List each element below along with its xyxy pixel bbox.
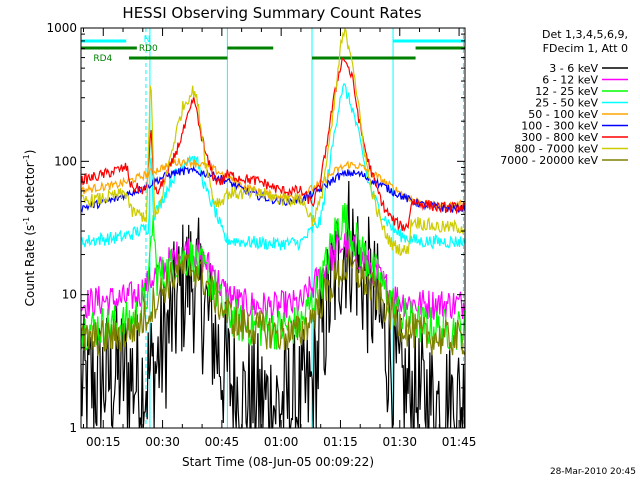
x-tick-label: 00:30 (145, 435, 180, 449)
x-tick-label: 01:15 (323, 435, 358, 449)
legend-entry-label: 12 - 25 keV (535, 85, 598, 98)
series-line (80, 28, 465, 257)
y-tick-label: 1000 (46, 21, 77, 35)
legend-header-1: Det 1,3,4,5,6,9, (542, 28, 628, 41)
y-axis-label: Count Rate (s-1 detector-1) (22, 150, 37, 307)
legend-entry-label: 7000 - 20000 keV (500, 154, 598, 167)
legend-header-2: FDecim 1, Att 0 (543, 42, 628, 55)
legend: Det 1,3,4,5,6,9, FDecim 1, Att 0 3 - 6 k… (500, 28, 628, 167)
legend-entry-label: 6 - 12 keV (542, 74, 598, 87)
legend-entry-label: 3 - 6 keV (549, 62, 598, 75)
series-line (80, 57, 466, 233)
plot-frame (80, 27, 466, 429)
status-label-n: N (144, 35, 151, 45)
x-tick-label: 00:15 (86, 435, 121, 449)
y-tick-label: 1 (69, 421, 77, 435)
legend-entry-label: 100 - 300 keV (521, 120, 598, 133)
series-lines (80, 28, 466, 430)
legend-entry-label: 50 - 100 keV (528, 108, 598, 121)
x-tick-label: 00:45 (205, 435, 240, 449)
x-axis-ticks: 00:15 00:30 00:45 01:00 01:15 01:30 01:45 (82, 28, 477, 449)
status-label-rd0: RD0 (139, 44, 158, 54)
x-tick-label: 01:45 (442, 435, 477, 449)
legend-entry-label: 300 - 800 keV (521, 131, 598, 144)
legend-entry-label: 25 - 50 keV (535, 97, 598, 110)
y-axis-ticks: 1 10 100 1000 (46, 21, 465, 435)
x-tick-label: 01:00 (264, 435, 299, 449)
series-line (80, 82, 466, 252)
footer-date: 28-Mar-2010 20:45 (550, 467, 636, 477)
x-axis-label: Start Time (08-Jun-05 00:09:22) (182, 455, 374, 469)
series-line (80, 248, 466, 357)
legend-entry-label: 800 - 7000 keV (514, 143, 598, 156)
y-axis-sup1: -1 (22, 217, 31, 225)
y-axis-sup2: -1 (22, 154, 31, 162)
x-tick-label: 01:30 (382, 435, 417, 449)
chart-title: HESSI Observing Summary Count Rates (122, 4, 421, 22)
y-tick-label: 100 (54, 154, 77, 168)
status-label-rd4: RD4 (93, 54, 112, 64)
y-tick-label: 10 (62, 288, 77, 302)
